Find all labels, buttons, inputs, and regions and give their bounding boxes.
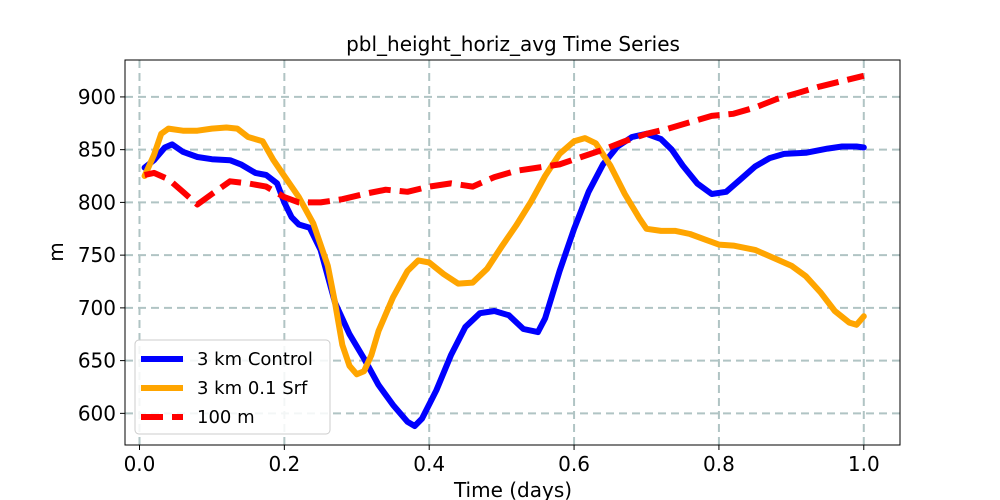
y-tick-label: 650 [78,349,116,373]
y-tick-label: 750 [78,243,116,267]
x-tick-label: 0.2 [268,452,300,476]
x-tick-label: 0.4 [413,452,445,476]
legend-label-2: 3 km 0.1 Srf [197,378,308,399]
x-tick-label: 0.0 [124,452,156,476]
y-tick-label: 850 [78,138,116,162]
y-axis-label: m [44,242,68,261]
legend-label-3: 100 m [197,407,255,428]
chart-title: pbl_height_horiz_avg Time Series [346,32,680,56]
x-tick-label: 0.6 [558,452,590,476]
x-axis-label: Time (days) [453,478,572,500]
series-line-2 [141,124,867,378]
x-tick-label: 0.8 [703,452,735,476]
plot-frame [124,59,901,446]
legend-box [134,339,331,435]
y-tick-label: 900 [78,85,116,109]
series-layer [141,72,867,429]
x-tick-label: 1.0 [848,452,880,476]
series-line-1 [141,130,867,429]
tick-layer: 0.0 0.2 0.4 0.6 0.8 1.0 600 650 700 750 800 850 900 [78,85,880,476]
legend-label-1: 3 km Control [197,349,313,370]
y-tick-label: 700 [78,296,116,320]
y-tick-label: 800 [78,190,116,214]
legend: 3 km Control 3 km 0.1 Srf 100 m [134,339,331,435]
y-tick-label: 600 [78,401,116,425]
series-line-3 [143,72,865,208]
